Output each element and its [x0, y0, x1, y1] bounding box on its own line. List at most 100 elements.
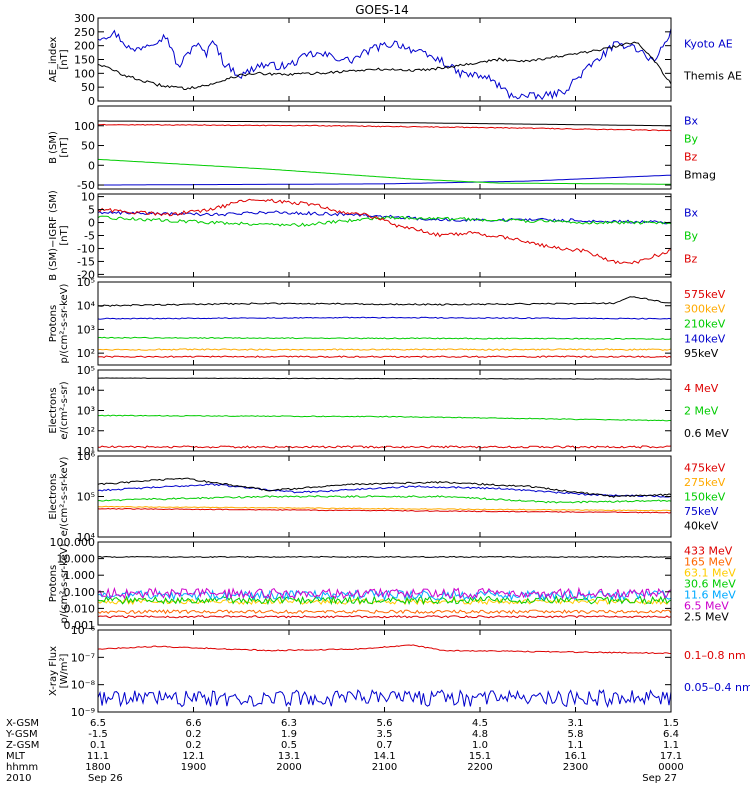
y-tick-label-protons2-2: 1.000 [64, 569, 96, 582]
x-axis-value-5-0: 3.1 [568, 718, 584, 729]
y-tick-label-electrons1-4: 10¹ [77, 445, 95, 458]
series-line-electrons1-1 [98, 414, 671, 422]
series-line-bigrf-1 [97, 215, 672, 227]
legend-label-bsm-0: Bx [684, 114, 699, 127]
x-axis-row-label-5: 2010 [6, 773, 31, 784]
series-line-protons2-1 [97, 609, 672, 615]
y-tick-label-ae-4: 100 [74, 67, 95, 80]
y-axis-label-bsm-1: [nT] [59, 137, 70, 157]
series-line-protons1-0 [97, 355, 672, 358]
series-line-bsm-3 [98, 120, 672, 127]
x-axis-value-0-2: 0.1 [90, 740, 106, 751]
x-axis-value-3-2: 0.7 [377, 740, 393, 751]
y-tick-label-bigrf-3: -5 [84, 230, 95, 243]
x-axis-value-6-1: 6.4 [663, 729, 679, 740]
y-tick-label-protons1-1: 10⁴ [77, 300, 96, 313]
y-tick-label-protons2-3: 0.100 [64, 586, 96, 599]
x-axis-value-4-3: 15.1 [469, 751, 491, 762]
series-line-protons2-5 [97, 586, 672, 600]
x-axis-value-3-1: 3.5 [377, 729, 393, 740]
x-axis-value-5-2: 1.1 [568, 740, 584, 751]
series-line-xray-0 [97, 644, 672, 655]
x-axis-value-1-0: 6.6 [186, 718, 202, 729]
x-axis-value-1-3: 12.1 [182, 751, 204, 762]
y-tick-label-protons1-2: 10³ [77, 323, 95, 336]
x-axis-value-6-0: 1.5 [663, 718, 679, 729]
y-tick-label-electrons1-0: 10⁵ [77, 364, 95, 377]
y-tick-label-xray-3: 10⁻⁹ [71, 706, 95, 719]
y-tick-label-ae-1: 250 [74, 26, 95, 39]
x-axis-value-2-1: 1.9 [281, 729, 297, 740]
legend-label-electrons2-4: 40keV [684, 519, 719, 532]
series-line-electrons2-1 [97, 505, 672, 512]
y-axis-label-electrons2-1: e/(cm²-s-sr-keV) [59, 457, 70, 537]
y-tick-label-bigrf-6: -20 [77, 268, 95, 281]
y-tick-label-electrons1-3: 10² [77, 425, 95, 438]
series-line-electrons2-4 [97, 477, 672, 498]
x-axis-value-1-4: 1900 [181, 762, 206, 773]
x-axis-value-5-3: 16.1 [564, 751, 586, 762]
y-tick-label-xray-1: 10⁻⁷ [71, 651, 95, 664]
y-axis-label-xray-0: X-ray Flux [48, 646, 59, 696]
x-axis-row-label-2: Z-GSM [6, 740, 39, 751]
y-axis-label-bigrf-0: B (SM)−IGRF (SM) [48, 190, 59, 281]
legend-label-protons1-4: 95keV [684, 347, 719, 360]
x-axis-value-0-0: 6.5 [90, 718, 106, 729]
x-axis-value-6-2: 1.1 [663, 740, 679, 751]
panel-frame-protons1 [97, 281, 672, 366]
y-tick-label-xray-2: 10⁻⁸ [71, 679, 96, 692]
y-tick-label-protons2-5: 0.001 [64, 619, 96, 632]
series-line-bigrf-2 [97, 198, 671, 265]
legend-label-bigrf-1: By [684, 230, 699, 243]
legend-label-protons2-4: 11.6 MeV [684, 588, 736, 601]
x-axis-value-4-0: 4.5 [472, 718, 488, 729]
y-tick-label-bigrf-5: -15 [77, 255, 95, 268]
series-line-xray-1 [97, 689, 672, 709]
y-axis-label-protons2-1: p/(cm²-s-sr-keV) [59, 543, 70, 623]
chart-title: GOES-14 [355, 3, 409, 17]
y-tick-label-electrons2-2: 10⁴ [77, 531, 96, 544]
y-axis-label-electrons2-0: Electrons [48, 473, 59, 519]
legend-label-electrons2-2: 150keV [684, 491, 726, 504]
x-axis-row-label-3: MLT [6, 751, 26, 762]
panel-frame-bigrf [97, 193, 672, 278]
y-tick-label-bsm-3: -50 [77, 179, 95, 192]
series-line-protons2-6 [97, 555, 672, 558]
panel-frame-xray [97, 629, 672, 713]
y-tick-label-protons1-0: 10⁵ [77, 276, 95, 289]
x-axis-value-3-0: 5.6 [377, 718, 393, 729]
x-axis-value-4-4: 2200 [467, 762, 492, 773]
panel-frame-electrons1 [97, 369, 672, 452]
y-axis-label-protons1-1: p/(cm²-s-sr-keV) [59, 283, 70, 363]
series-line-ae-1 [97, 41, 672, 90]
y-tick-label-bsm-0: 100 [74, 120, 95, 133]
legend-label-electrons2-1: 275keV [684, 476, 726, 489]
series-line-bigrf-0 [97, 210, 672, 225]
legend-label-bsm-2: Bz [684, 151, 698, 164]
y-tick-label-protons2-4: 0.010 [64, 602, 96, 615]
legend-label-protons1-3: 140keV [684, 332, 726, 345]
legend-label-ae-1: Themis AE [683, 69, 742, 82]
x-axis-row-label-4: hhmm [6, 762, 38, 773]
y-axis-label-xray-1: [W/m²] [59, 653, 70, 688]
x-axis-value-0-1: -1.5 [88, 729, 108, 740]
series-line-electrons2-0 [97, 507, 672, 514]
y-axis-label-bigrf-1: [nT] [59, 225, 70, 245]
y-axis-label-electrons1-1: e/(cm²-s-sr) [59, 381, 70, 439]
y-tick-label-protons1-3: 10² [77, 347, 95, 360]
x-axis-value-1-2: 0.2 [186, 740, 202, 751]
y-tick-label-bigrf-4: -10 [77, 242, 95, 255]
y-tick-label-protons2-1: 10.000 [57, 553, 96, 566]
legend-label-electrons1-2: 0.6 MeV [684, 427, 729, 440]
x-axis-value-0-3: 11.1 [87, 751, 109, 762]
x-axis-value-0-5: Sep 26 [88, 773, 123, 784]
x-axis-value-5-1: 5.8 [568, 729, 584, 740]
y-axis-label-electrons1-0: Electrons [48, 387, 59, 433]
panel-frame-bsm [97, 105, 672, 190]
series-line-protons1-1 [97, 348, 672, 351]
legend-label-protons1-1: 300keV [684, 303, 726, 316]
series-line-protons1-2 [97, 336, 672, 340]
series-line-bsm-1 [97, 158, 672, 185]
y-tick-label-bigrf-1: 5 [88, 204, 95, 217]
legend-label-protons2-5: 6.5 MeV [684, 599, 729, 612]
